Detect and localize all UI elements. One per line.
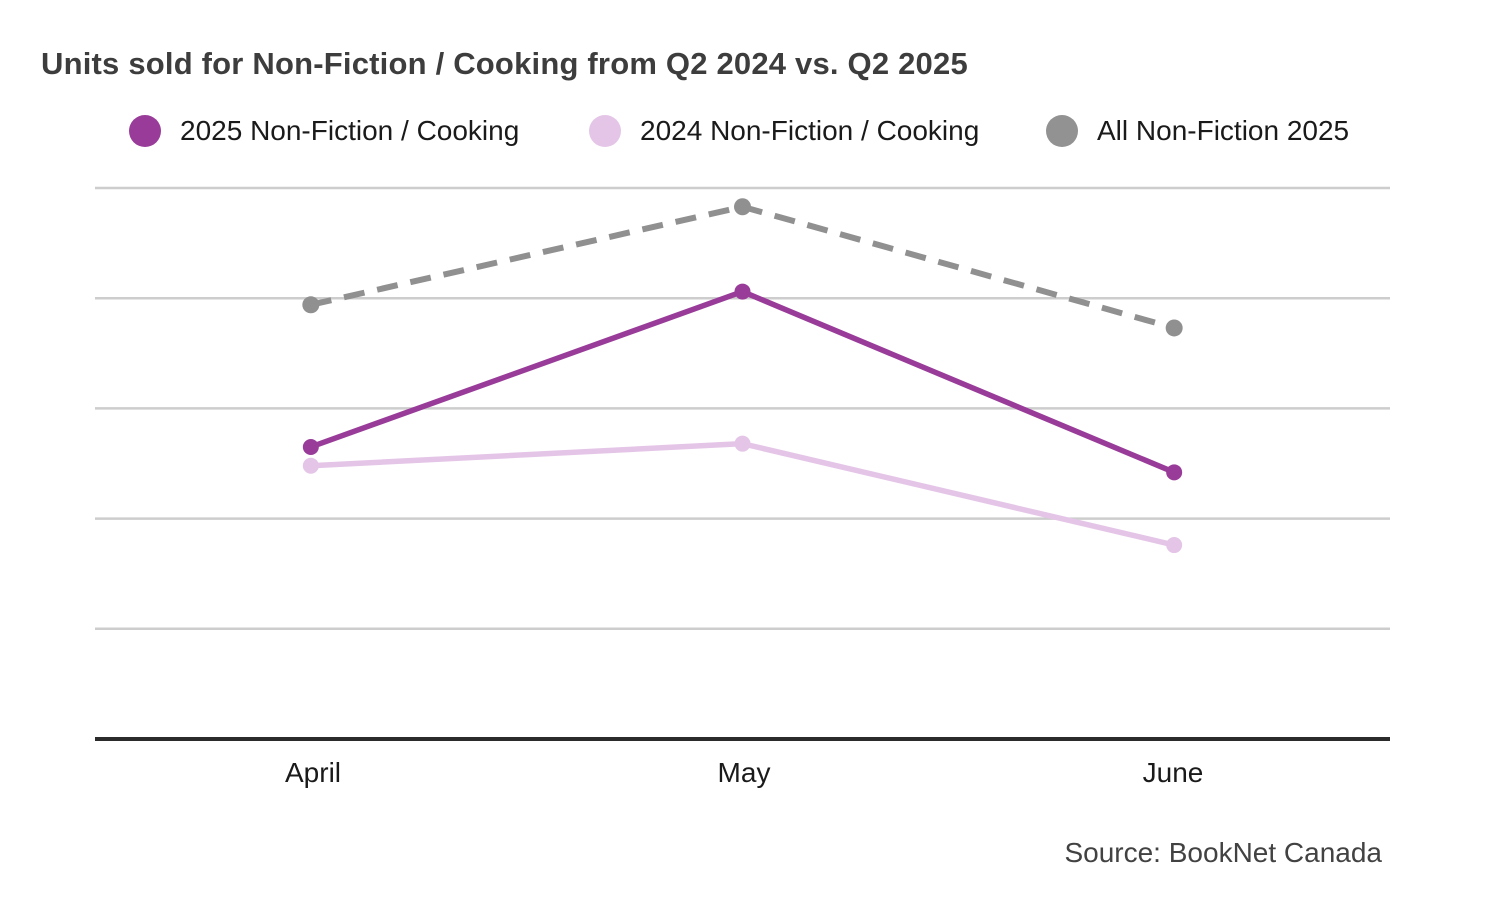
- data-point-april: [302, 296, 320, 314]
- series-line-2024: [310, 440, 1175, 548]
- chart-legend: 2025 Non-Fiction / Cooking 2024 Non-Fict…: [0, 112, 1495, 152]
- data-point-june: [1166, 537, 1183, 554]
- data-point-june: [1166, 464, 1183, 481]
- legend-marker-all-nonfiction-icon: [1046, 115, 1078, 147]
- legend-item-2025-cooking[interactable]: 2025 Non-Fiction / Cooking: [129, 112, 519, 150]
- x-axis-label-may: May: [717, 757, 771, 788]
- legend-item-2024-cooking[interactable]: 2024 Non-Fiction / Cooking: [589, 112, 979, 150]
- data-point-may: [734, 198, 751, 216]
- x-axis-label-april: April: [284, 757, 342, 788]
- series-line-all-nonfiction: [310, 203, 1175, 331]
- data-point-may: [734, 283, 751, 300]
- data-point-april: [302, 438, 319, 455]
- legend-label-all-nonfiction: All Non-Fiction 2025: [1097, 115, 1350, 146]
- legend-marker-2025-cooking-icon: [129, 115, 161, 147]
- data-point-april: [302, 457, 319, 474]
- chart-title: Units sold for Non-Fiction / Cooking fro…: [41, 46, 968, 81]
- legend-item-all-nonfiction[interactable]: All Non-Fiction 2025: [1046, 112, 1349, 150]
- source-attribution: Source: BookNet Canada: [1064, 837, 1382, 868]
- legend-label-2025-cooking: 2025 Non-Fiction / Cooking: [180, 115, 520, 146]
- x-axis-label-june: June: [1142, 757, 1204, 788]
- data-point-june: [1165, 319, 1183, 337]
- legend-label-2024-cooking: 2024 Non-Fiction / Cooking: [640, 115, 980, 146]
- data-point-may: [734, 435, 751, 452]
- legend-marker-2024-cooking-icon: [589, 115, 621, 147]
